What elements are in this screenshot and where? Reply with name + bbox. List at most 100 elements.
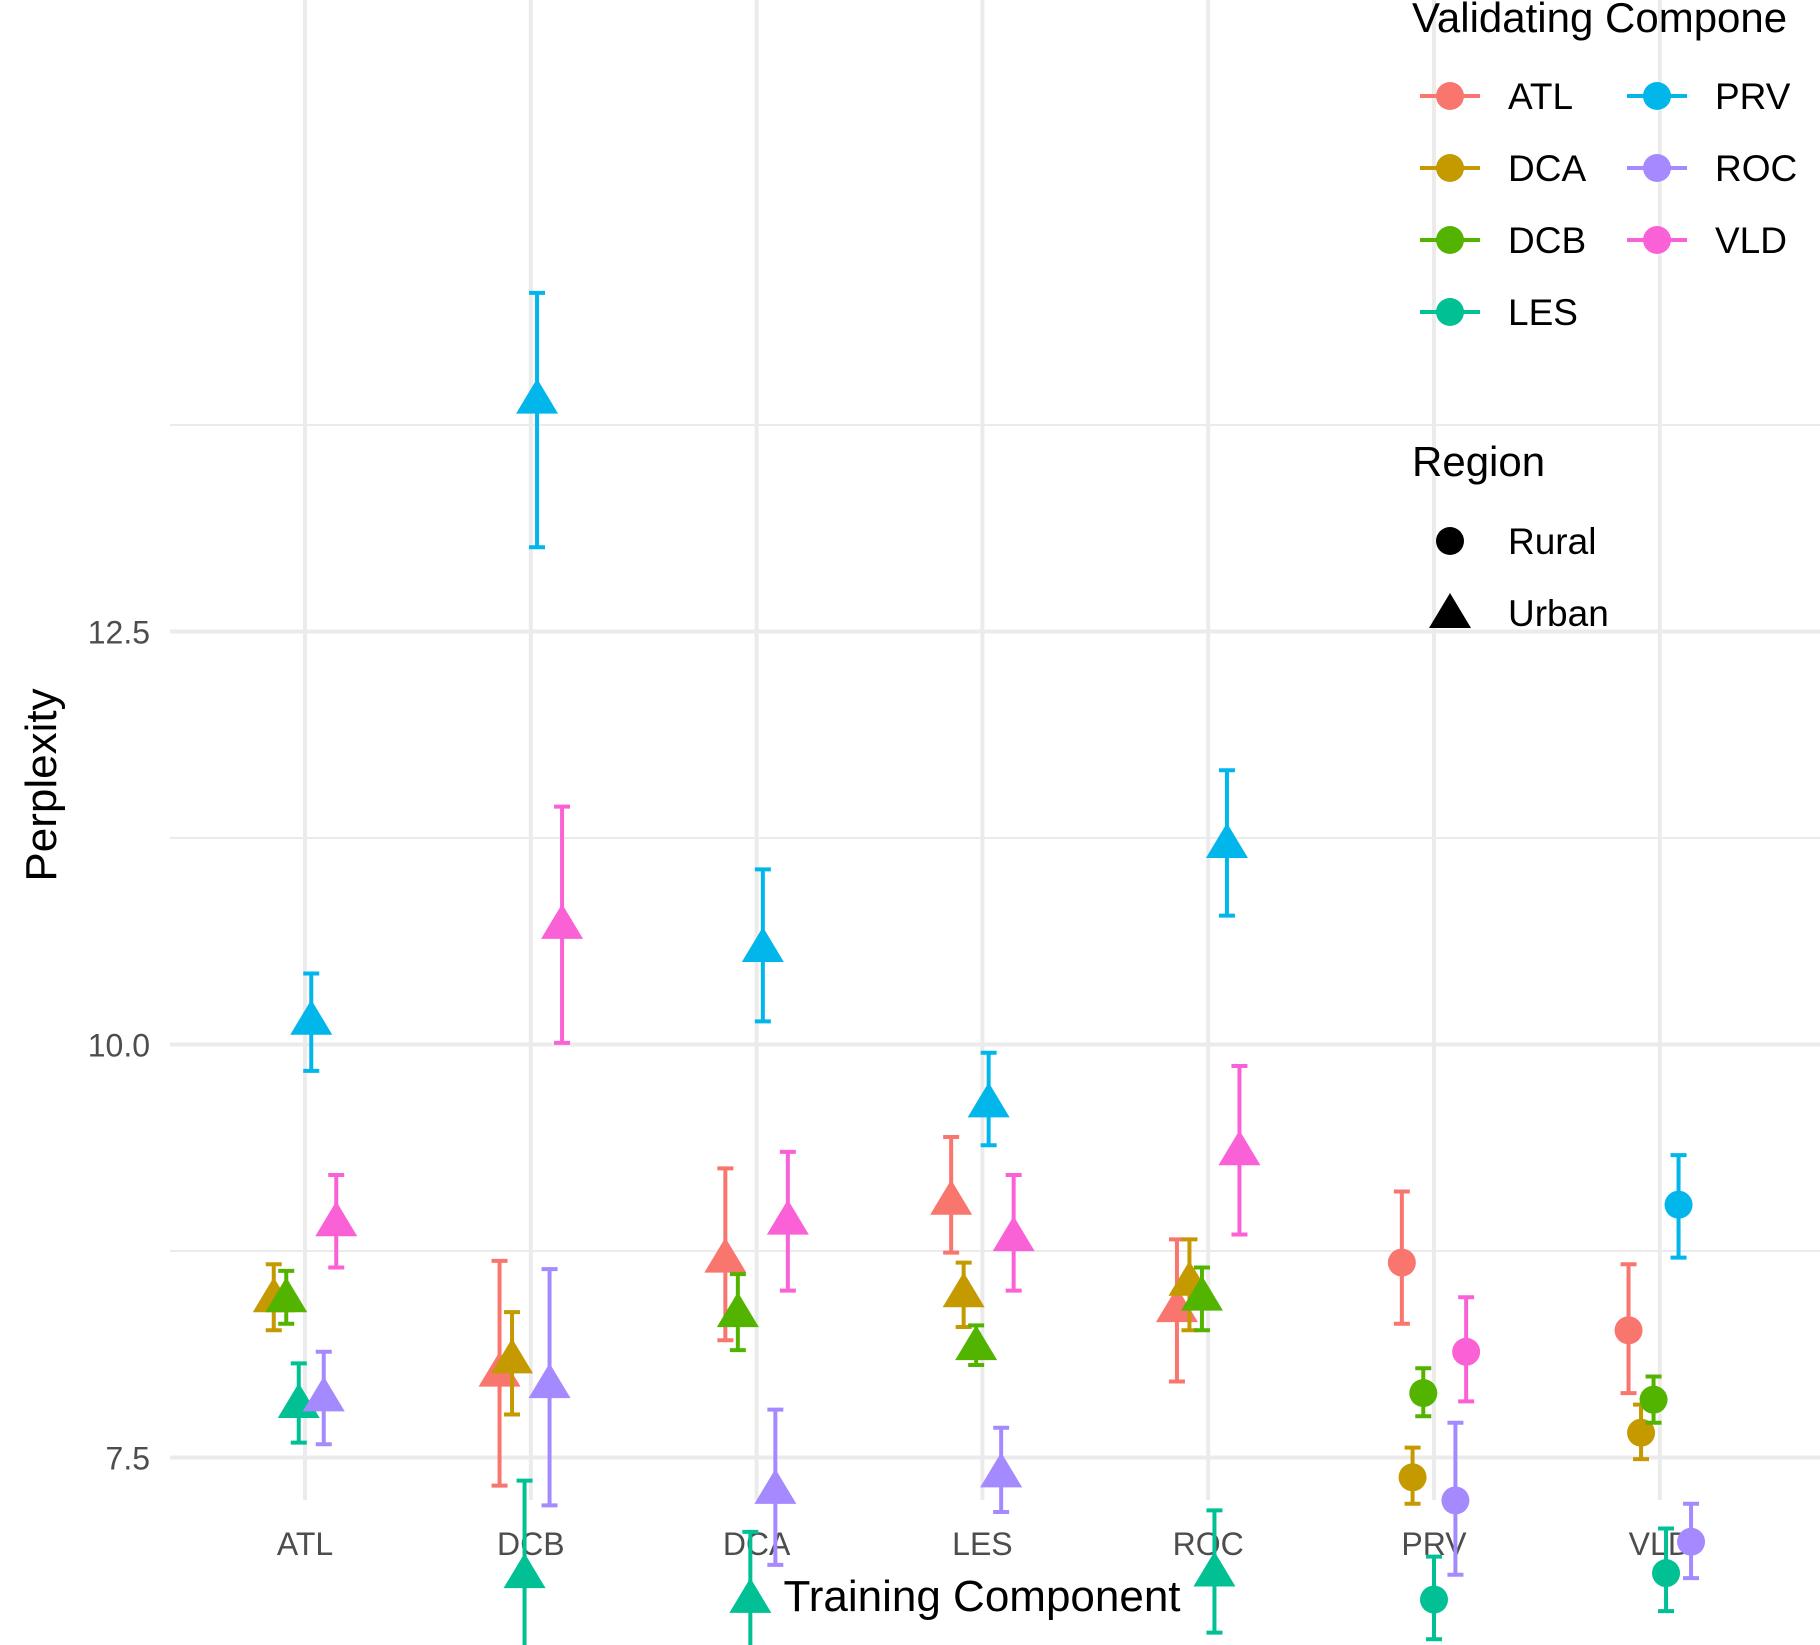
- point-les-dcb: [955, 1323, 998, 1367]
- urban-triangle-marker: [754, 1468, 797, 1504]
- urban-triangle-marker: [955, 1325, 998, 1361]
- urban-triangle-marker: [716, 1292, 759, 1328]
- point-roc-les: [1193, 1508, 1236, 1635]
- legend: Validating Compone ATL DCA DCB LES PRV ROC VLD…: [1412, 0, 1797, 634]
- legend-key-point: [1436, 82, 1464, 110]
- rural-circle-marker: [1664, 1190, 1693, 1219]
- urban-triangle-marker: [265, 1277, 308, 1313]
- legend-circle-key: [1436, 527, 1464, 555]
- point-les-atl: [930, 1135, 973, 1255]
- x-tick-label: ROC: [1173, 1526, 1244, 1562]
- y-tick-label: 10.0: [88, 1028, 150, 1064]
- grid-lines: [170, 0, 1820, 1500]
- urban-triangle-marker: [967, 1082, 1010, 1118]
- urban-triangle-marker: [516, 378, 559, 414]
- urban-triangle-marker: [704, 1237, 747, 1273]
- legend-shape-title: Region: [1412, 438, 1545, 485]
- urban-triangle-marker: [992, 1216, 1035, 1252]
- urban-triangle-marker: [528, 1363, 571, 1399]
- x-tick-label: DCB: [497, 1526, 565, 1562]
- rural-circle-marker: [1627, 1418, 1656, 1447]
- point-dca-les: [729, 1529, 772, 1645]
- legend-label: ATL: [1508, 76, 1573, 117]
- point-dca-prv: [741, 867, 784, 1024]
- point-vld-roc: [1677, 1501, 1706, 1581]
- legend-label: DCB: [1508, 220, 1586, 261]
- point-les-prv: [967, 1050, 1010, 1148]
- legend-label: LES: [1508, 292, 1578, 333]
- point-dcb-les: [503, 1478, 546, 1645]
- rural-circle-marker: [1677, 1527, 1706, 1556]
- point-dca-dcb: [716, 1272, 759, 1353]
- point-les-roc: [980, 1425, 1023, 1515]
- urban-triangle-marker: [980, 1452, 1023, 1488]
- legend-item-atl: ATL: [1420, 76, 1573, 117]
- point-atl-vld: [315, 1173, 358, 1270]
- urban-triangle-marker: [1193, 1551, 1236, 1587]
- urban-triangle-marker: [290, 999, 333, 1035]
- urban-triangle-marker: [491, 1338, 534, 1374]
- legend-item-prv: PRV: [1627, 76, 1791, 117]
- rural-circle-marker: [1614, 1316, 1643, 1345]
- legend-item-roc: ROC: [1627, 148, 1797, 189]
- rural-circle-marker: [1420, 1585, 1448, 1614]
- point-roc-vld: [1218, 1063, 1261, 1237]
- legend-color-entries: ATL DCA DCB LES PRV ROC VLD: [1420, 76, 1797, 333]
- point-dcb-vld: [541, 804, 584, 1045]
- rural-circle-marker: [1398, 1463, 1427, 1492]
- legend-item-dca: DCA: [1420, 148, 1586, 189]
- urban-triangle-marker: [315, 1201, 358, 1237]
- point-roc-dcb: [1180, 1265, 1223, 1333]
- rural-circle-marker: [1639, 1385, 1668, 1414]
- point-dcb-roc: [528, 1267, 571, 1508]
- y-tick-labels: 7.5 10.0 12.5: [88, 615, 150, 1477]
- point-prv-dcb: [1409, 1366, 1438, 1419]
- legend-item-rural: Rural: [1436, 521, 1596, 562]
- rural-circle-marker: [1409, 1379, 1438, 1408]
- urban-triangle-marker: [766, 1199, 809, 1235]
- urban-triangle-marker: [930, 1179, 973, 1215]
- legend-key-point: [1643, 226, 1671, 254]
- x-axis-title: Training Component: [783, 1572, 1180, 1621]
- urban-triangle-marker: [1218, 1130, 1261, 1166]
- point-vld-dcb: [1639, 1374, 1668, 1425]
- legend-item-vld: VLD: [1627, 220, 1787, 261]
- point-vld-les: [1652, 1526, 1681, 1614]
- legend-label: Urban: [1508, 593, 1609, 634]
- x-tick-labels: ATL DCB DCA LES ROC PRV VLD: [277, 1526, 1691, 1562]
- y-tick-label: 12.5: [88, 615, 150, 651]
- point-prv-les: [1420, 1554, 1448, 1642]
- legend-key-point: [1436, 226, 1464, 254]
- point-atl-prv: [290, 971, 333, 1073]
- urban-triangle-marker: [503, 1553, 546, 1589]
- legend-key-point: [1436, 298, 1464, 326]
- legend-item-les: LES: [1420, 292, 1578, 333]
- legend-label: Rural: [1508, 521, 1596, 562]
- point-prv-vld: [1452, 1295, 1481, 1404]
- x-tick-label: LES: [952, 1526, 1012, 1562]
- urban-triangle-marker: [302, 1376, 345, 1412]
- urban-triangle-marker: [741, 927, 784, 963]
- rural-circle-marker: [1652, 1559, 1681, 1588]
- point-les-dca: [942, 1260, 985, 1329]
- y-tick-label: 7.5: [106, 1441, 150, 1477]
- point-dcb-prv: [516, 290, 559, 550]
- urban-triangle-marker: [942, 1272, 985, 1308]
- y-axis-title: Perplexity: [17, 688, 66, 881]
- urban-triangle-marker: [1205, 822, 1248, 858]
- legend-label: ROC: [1715, 148, 1797, 189]
- x-tick-label: ATL: [277, 1526, 333, 1562]
- point-dcb-dca: [491, 1310, 534, 1417]
- data-marks: [252, 290, 1706, 1645]
- point-prv-roc: [1441, 1420, 1470, 1577]
- rural-circle-marker: [1387, 1248, 1416, 1277]
- legend-key-point: [1643, 82, 1671, 110]
- rural-circle-marker: [1452, 1337, 1481, 1366]
- point-atl-roc: [302, 1349, 345, 1447]
- point-prv-dca: [1398, 1445, 1427, 1506]
- point-dca-roc: [754, 1407, 797, 1567]
- point-roc-prv: [1205, 768, 1248, 918]
- point-vld-prv: [1664, 1153, 1693, 1260]
- legend-item-urban: Urban: [1429, 593, 1609, 634]
